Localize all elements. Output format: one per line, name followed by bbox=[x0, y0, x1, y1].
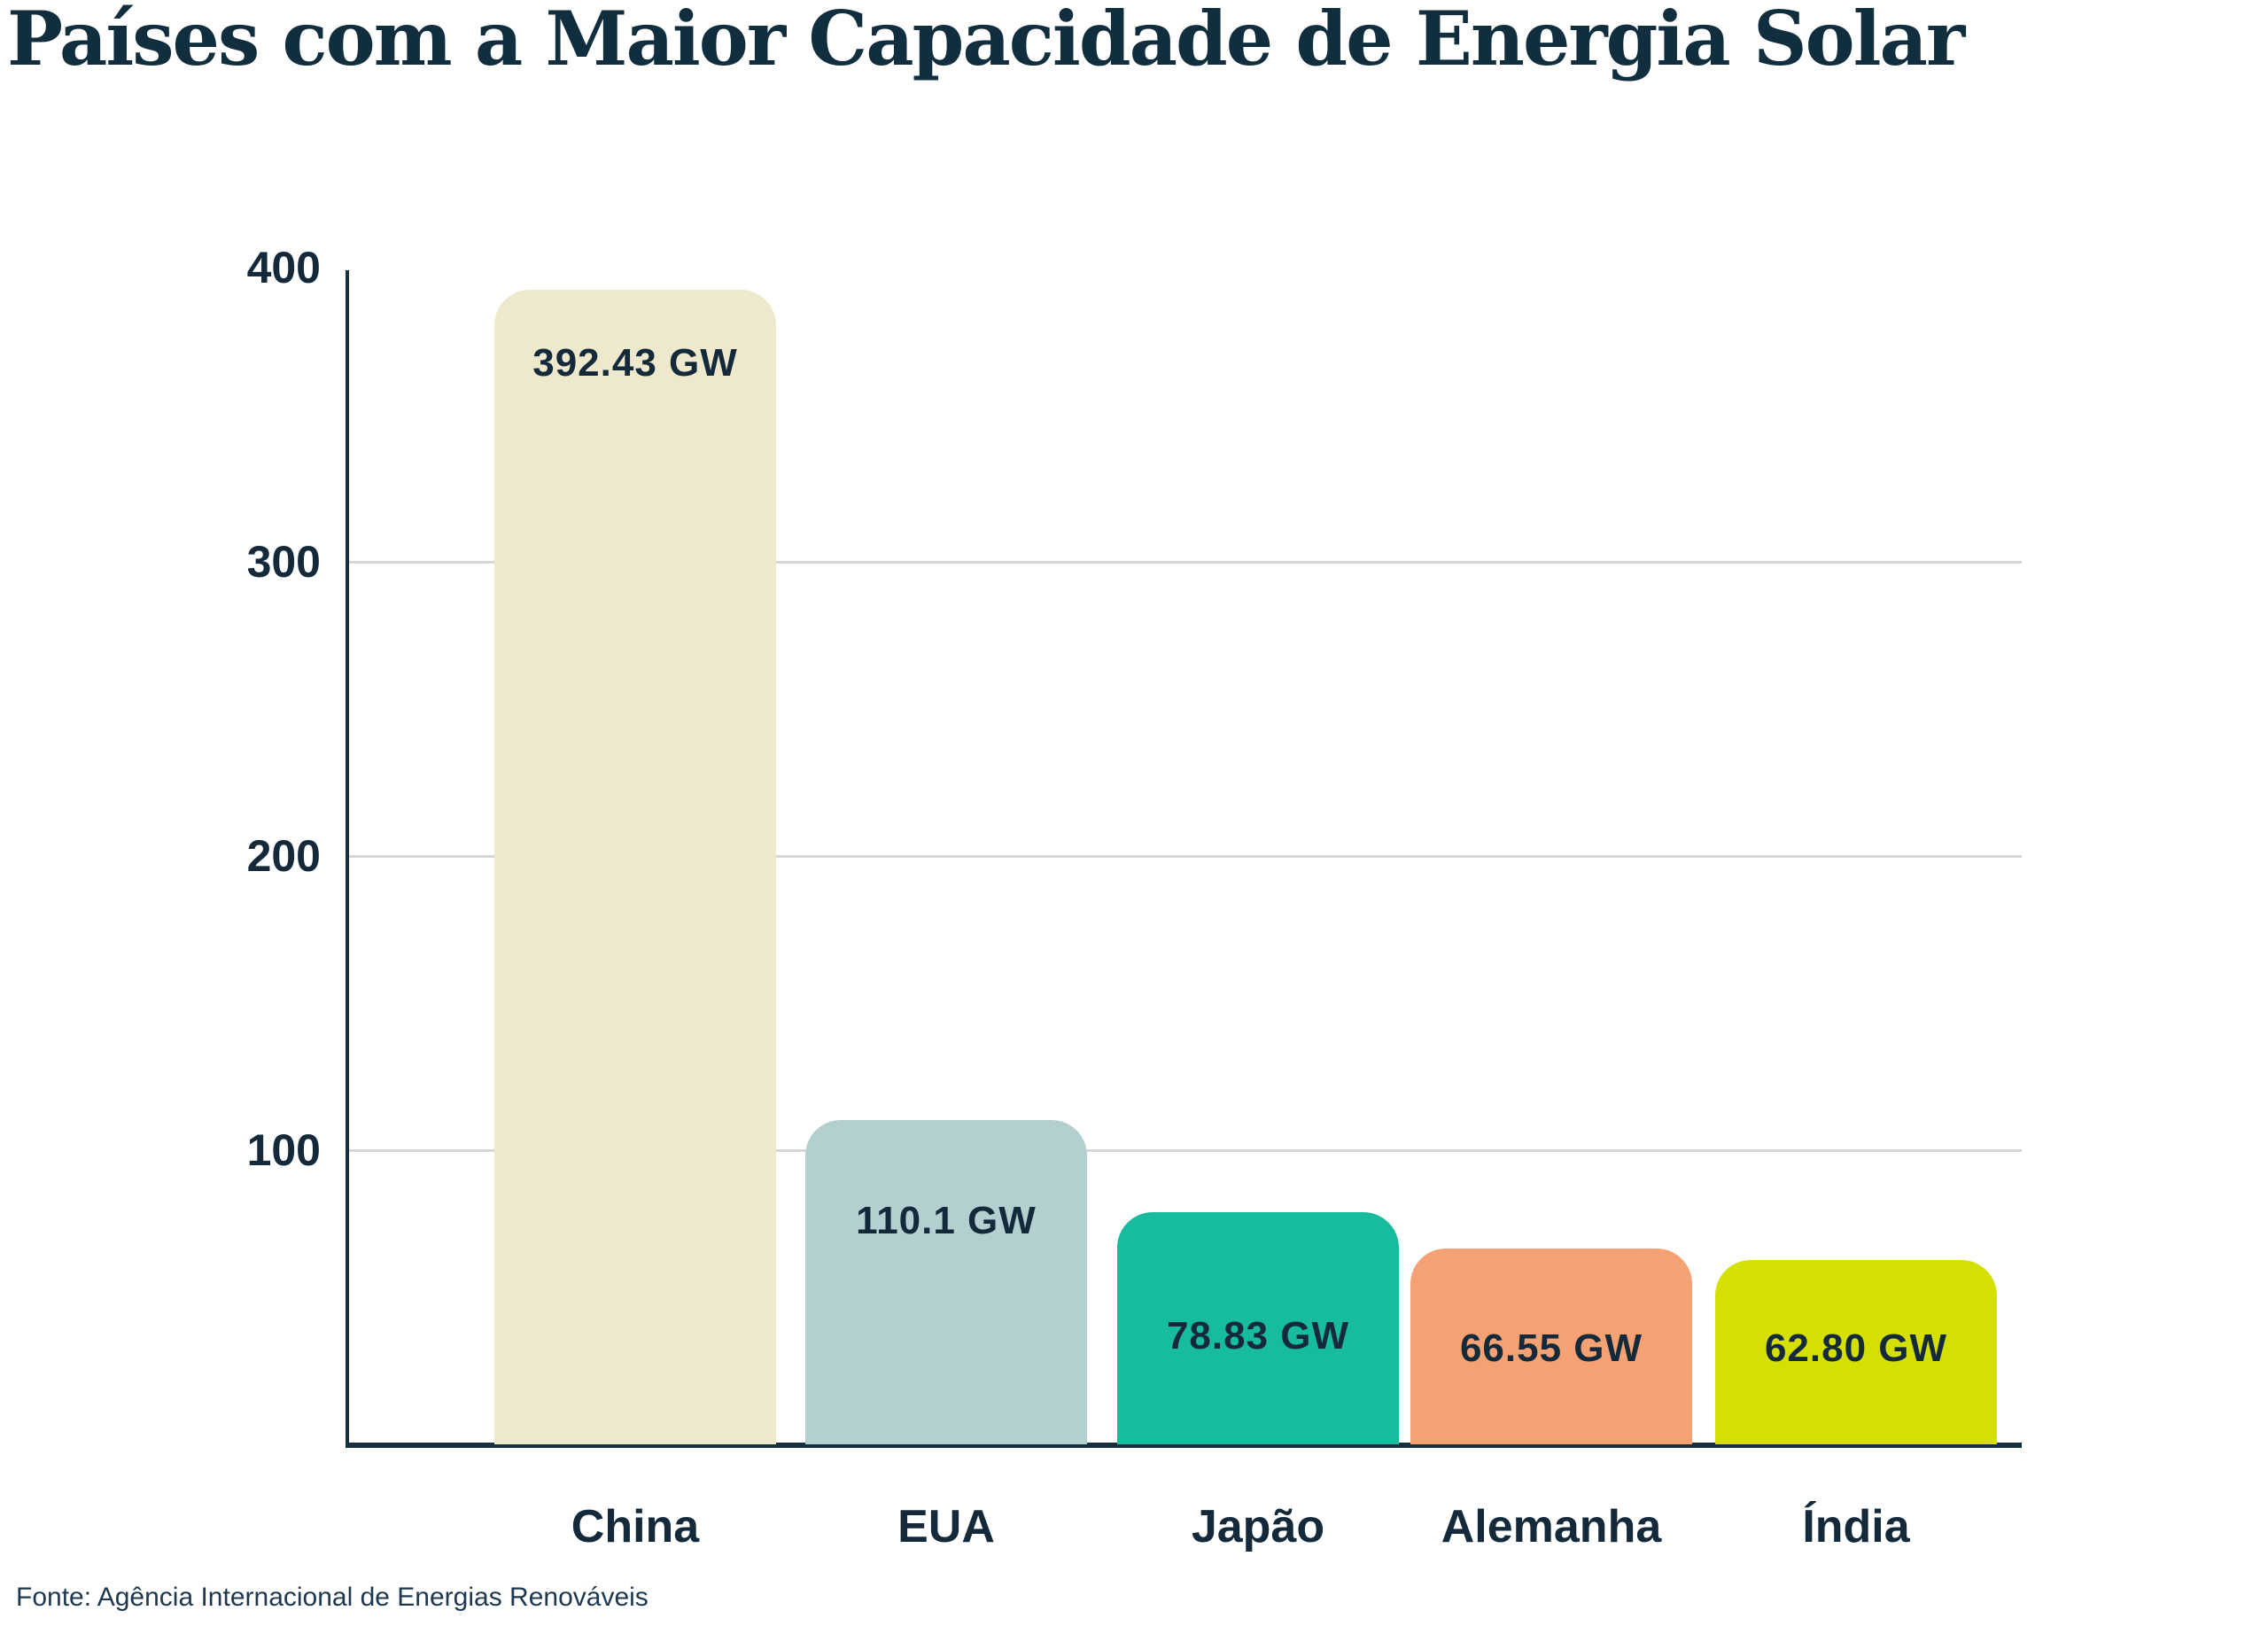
y-tick-label-100: 100 bbox=[246, 1125, 321, 1175]
category-label-EUA: EUA bbox=[897, 1501, 995, 1552]
category-label-China: China bbox=[571, 1501, 700, 1552]
category-label-Japão: Japão bbox=[1191, 1501, 1325, 1552]
bar-Alemanha: 66.55 GW bbox=[1410, 1249, 1692, 1444]
gridline-300 bbox=[349, 561, 2022, 564]
bar-value-label-China: 392.43 GW bbox=[532, 341, 738, 385]
chart-title: Países com a Maior Capacidade de Energia… bbox=[7, 0, 1965, 82]
category-label-Alemanha: Alemanha bbox=[1441, 1501, 1662, 1552]
bar-value-label-Alemanha: 66.55 GW bbox=[1459, 1326, 1643, 1370]
bar-Japão: 78.83 GW bbox=[1117, 1212, 1399, 1444]
category-label-Índia: Índia bbox=[1802, 1501, 1910, 1552]
source-note: Fonte: Agência Internacional de Energias… bbox=[16, 1583, 649, 1612]
y-axis-line bbox=[346, 270, 349, 1444]
y-tick-label-200: 200 bbox=[246, 831, 321, 881]
x-axis-line bbox=[346, 1443, 2022, 1448]
bar-EUA: 110.1 GW bbox=[805, 1120, 1087, 1444]
y-tick-label-300: 300 bbox=[246, 537, 321, 587]
gridline-100 bbox=[349, 1149, 2022, 1152]
bar-value-label-Índia: 62.80 GW bbox=[1764, 1326, 1948, 1370]
bar-value-label-Japão: 78.83 GW bbox=[1166, 1314, 1350, 1358]
bar-value-label-EUA: 110.1 GW bbox=[856, 1199, 1037, 1242]
bar-Índia: 62.80 GW bbox=[1715, 1260, 1997, 1444]
bar-China: 392.43 GW bbox=[494, 290, 776, 1444]
y-tick-label-400: 400 bbox=[246, 243, 321, 292]
gridline-200 bbox=[349, 855, 2022, 858]
